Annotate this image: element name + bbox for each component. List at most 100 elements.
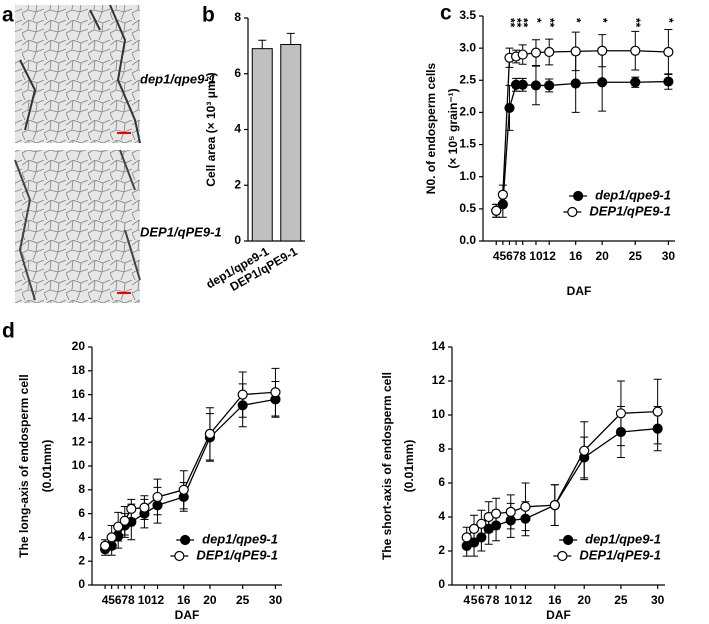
- bar: [280, 43, 302, 242]
- point: [663, 46, 674, 58]
- micrograph-bottom: [14, 149, 141, 303]
- point: [490, 520, 502, 531]
- point: [652, 423, 663, 434]
- x-tick-label: 6: [506, 249, 513, 263]
- x-tick-label: 12: [543, 249, 557, 263]
- x-tick-label: 7: [485, 593, 492, 607]
- y-tick-label: 2.5: [459, 72, 476, 86]
- point: [476, 518, 487, 529]
- point: [652, 406, 663, 417]
- y-tick-label: 3.5: [459, 8, 476, 22]
- y-tick-label: 10: [432, 407, 446, 421]
- point: [119, 515, 130, 526]
- point: [517, 49, 528, 60]
- y-axis-label: The long-axis of endosperm cell: [17, 374, 31, 557]
- point: [204, 428, 216, 439]
- panel-label: a: [2, 4, 14, 27]
- legend-marker: [563, 534, 574, 546]
- point: [505, 506, 516, 517]
- point: [544, 46, 555, 58]
- point: [126, 503, 137, 514]
- x-tick-label: 8: [519, 249, 526, 263]
- image-caption: DEP1/qPE9-1: [140, 224, 222, 239]
- point: [152, 491, 163, 503]
- x-tick-label: 25: [614, 593, 628, 607]
- y-tick-label: 8: [234, 10, 241, 24]
- legend-marker: [174, 550, 185, 562]
- y-axis-label: N0. of endosperm cells: [424, 62, 438, 194]
- significance-mark: *: [530, 18, 544, 23]
- legend-label: DEP1/qPE9-1: [196, 547, 278, 562]
- point: [237, 389, 248, 400]
- x-tick-label: 6: [115, 593, 122, 607]
- point: [663, 76, 674, 87]
- legend-label: dep1/qpe9-1: [202, 531, 278, 546]
- legend-label: dep1/qpe9-1: [595, 187, 671, 202]
- point: [497, 199, 508, 210]
- x-tick-label: 30: [651, 593, 665, 607]
- x-tick-label: 4: [463, 593, 470, 607]
- point: [570, 46, 581, 57]
- x-tick-label: 7: [121, 593, 128, 607]
- point: [530, 47, 542, 58]
- significance-mark: **: [543, 18, 557, 28]
- point: [152, 500, 163, 511]
- y-axis-label: (0.01mm): [40, 440, 54, 493]
- point: [497, 189, 508, 200]
- x-tick-label: 20: [203, 593, 217, 607]
- x-tick-label: 25: [629, 249, 643, 263]
- point: [178, 484, 189, 495]
- significance-mark: **: [510, 18, 524, 28]
- legend-marker: [180, 534, 191, 546]
- y-tick-label: 2: [438, 543, 445, 557]
- legend-marker: [573, 190, 584, 202]
- panel-label: b: [202, 4, 215, 27]
- x-tick-label: 8: [128, 593, 135, 607]
- y-tick-label: 6: [234, 66, 241, 80]
- x-tick-label: 20: [578, 593, 592, 607]
- point: [237, 400, 248, 411]
- panel-label: c: [440, 2, 452, 25]
- significance-mark: **: [503, 18, 517, 28]
- point: [570, 78, 581, 89]
- y-tick-label: 0: [78, 577, 85, 591]
- y-tick-label: 2.0: [459, 105, 476, 119]
- point: [468, 537, 480, 548]
- x-axis-label: DAF: [567, 284, 592, 298]
- point: [549, 500, 560, 511]
- point: [461, 532, 472, 543]
- legend-label: DEP1/qPE9-1: [589, 203, 671, 218]
- significance-mark: *: [570, 18, 584, 23]
- y-tick-label: 8: [438, 441, 445, 455]
- x-tick-label: 25: [236, 593, 250, 607]
- significance-mark: *: [596, 18, 610, 23]
- significance-mark: **: [629, 18, 643, 28]
- point: [139, 502, 150, 513]
- y-axis-label: (× 10⁵ grain⁻¹): [446, 88, 460, 168]
- x-tick-label: 10: [504, 593, 518, 607]
- point: [504, 102, 515, 114]
- y-tick-label: 12: [72, 434, 86, 448]
- bar: [251, 48, 273, 242]
- point: [491, 205, 502, 216]
- y-axis-label: (0.01mm): [402, 440, 416, 493]
- y-tick-label: 16: [72, 387, 86, 401]
- significance-mark: *: [662, 18, 676, 23]
- y-tick-label: 2: [234, 177, 241, 191]
- y-tick-label: 0: [234, 233, 241, 247]
- y-tick-label: 2: [78, 553, 85, 567]
- y-tick-label: 4: [438, 509, 445, 523]
- x-tick-label: 7: [513, 249, 520, 263]
- y-tick-label: 14: [432, 339, 446, 353]
- y-axis-label: Cell area (× 10³ μm²): [204, 72, 218, 186]
- point: [544, 80, 555, 91]
- y-tick-label: 1.5: [459, 137, 476, 151]
- y-tick-label: 14: [72, 411, 86, 425]
- x-tick-label: 5: [500, 249, 507, 263]
- legend-marker: [567, 206, 578, 218]
- point: [520, 501, 531, 512]
- point: [520, 513, 531, 524]
- y-tick-label: 18: [72, 363, 86, 377]
- x-axis-label: DAF: [175, 608, 200, 622]
- x-tick-label: 30: [662, 249, 676, 263]
